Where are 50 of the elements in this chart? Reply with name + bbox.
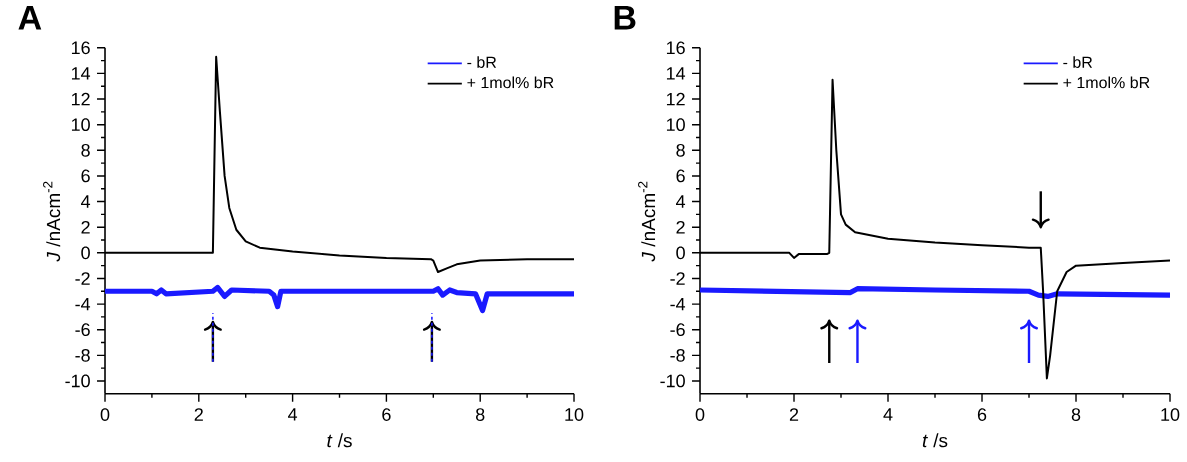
- x-tick-label: 10: [1161, 408, 1180, 422]
- y-axis-title: J /nAcm$^{-2}$: [43, 181, 61, 262]
- legend-label: - bR: [467, 56, 497, 69]
- y-tick-label: 0: [676, 246, 685, 260]
- x-tick-label: 2: [789, 408, 799, 421]
- y-tick-label: 6: [676, 169, 685, 183]
- y-tick-label: 8: [676, 144, 685, 157]
- y-axis-title: J /nAcm$^{-2}$: [638, 181, 656, 262]
- y-tick-label: -2: [670, 272, 685, 285]
- legend-label: + 1mol% bR: [467, 76, 554, 89]
- legend-label: + 1mol% bR: [1063, 76, 1150, 89]
- y-tick-label: 2: [81, 221, 90, 234]
- y-tick-label: 16: [666, 41, 685, 55]
- y-tick-label: 12: [71, 92, 90, 106]
- y-tick-label: -6: [75, 323, 90, 337]
- y-tick-label: 14: [666, 67, 686, 80]
- y-tick-label: 16: [71, 41, 90, 55]
- x-tick-label: 8: [1071, 408, 1081, 422]
- y-tick-label: 6: [81, 169, 90, 183]
- y-tick-label: 0: [81, 246, 90, 260]
- x-tick-label: 10: [565, 408, 584, 422]
- y-tick-label: -2: [75, 272, 90, 285]
- y-tick-label: -4: [75, 297, 91, 311]
- y-tick-label: 10: [666, 118, 685, 132]
- y-tick-label: -10: [660, 374, 685, 388]
- x-tick-label: 0: [695, 408, 705, 422]
- y-tick-label: -6: [670, 323, 685, 337]
- chart-title: B: [614, 6, 636, 30]
- y-tick-label: 4: [676, 195, 686, 208]
- y-tick-label: -8: [75, 349, 90, 362]
- x-axis-title: t /s: [327, 433, 352, 448]
- y-tick-label: -4: [670, 297, 686, 311]
- x-tick-label: 2: [194, 408, 203, 421]
- x-tick-label: 8: [475, 408, 485, 422]
- x-tick-label: 0: [100, 408, 110, 422]
- x-tick-label: 6: [977, 408, 987, 422]
- x-tick-label: 4: [288, 408, 298, 421]
- y-tick-label: -8: [670, 349, 685, 362]
- y-tick-label: 8: [81, 144, 90, 157]
- chart-title: A: [18, 6, 42, 30]
- y-tick-label: 2: [676, 221, 685, 234]
- x-tick-label: 4: [883, 408, 893, 421]
- legend-label: - bR: [1063, 56, 1093, 69]
- y-tick-label: -10: [65, 374, 90, 388]
- y-tick-label: 4: [81, 195, 91, 208]
- y-tick-label: 12: [666, 92, 685, 106]
- y-tick-label: 10: [71, 118, 90, 132]
- x-tick-label: 6: [382, 408, 391, 422]
- x-axis-title: t /s: [922, 433, 948, 448]
- y-tick-label: 14: [71, 67, 91, 80]
